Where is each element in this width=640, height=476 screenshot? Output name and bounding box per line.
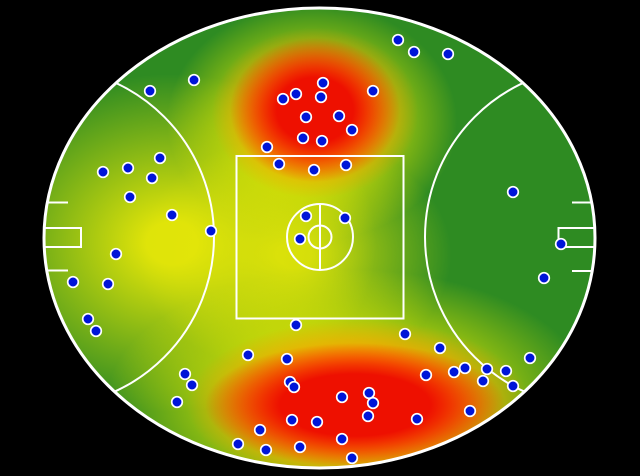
data-point <box>447 365 461 379</box>
data-point <box>187 73 201 87</box>
data-point <box>165 208 179 222</box>
data-point <box>314 90 328 104</box>
data-point <box>506 185 520 199</box>
data-point <box>293 232 307 246</box>
data-point <box>458 361 472 375</box>
boundary-line <box>42 6 597 470</box>
data-point <box>361 409 375 423</box>
data-point <box>335 432 349 446</box>
data-point <box>332 109 346 123</box>
data-point <box>366 396 380 410</box>
data-point <box>315 134 329 148</box>
data-point <box>143 84 157 98</box>
data-point <box>89 324 103 338</box>
data-point <box>476 374 490 388</box>
data-point <box>335 390 349 404</box>
data-point <box>253 423 267 437</box>
data-point <box>123 190 137 204</box>
data-point <box>276 92 290 106</box>
data-point <box>499 364 513 378</box>
data-point <box>537 271 551 285</box>
data-point <box>296 131 310 145</box>
data-point <box>523 351 537 365</box>
data-point <box>316 76 330 90</box>
right-fifty-metre-arc <box>424 66 595 408</box>
data-point <box>345 123 359 137</box>
data-point <box>259 443 273 457</box>
data-point <box>145 171 159 185</box>
data-point <box>260 140 274 154</box>
data-point <box>345 451 359 465</box>
data-point <box>391 33 405 47</box>
data-point <box>109 247 123 261</box>
data-point <box>441 47 455 61</box>
data-point <box>272 157 286 171</box>
data-point <box>366 84 380 98</box>
data-point <box>241 348 255 362</box>
data-point <box>178 367 192 381</box>
data-point <box>287 380 301 394</box>
data-point <box>289 318 303 332</box>
data-point <box>96 165 110 179</box>
data-point <box>121 161 135 175</box>
data-point <box>310 415 324 429</box>
data-point <box>480 362 494 376</box>
data-point <box>81 312 95 326</box>
center-square <box>235 155 405 320</box>
data-point <box>170 395 184 409</box>
data-point <box>153 151 167 165</box>
data-point <box>362 386 376 400</box>
data-point <box>231 437 245 451</box>
data-point <box>398 327 412 341</box>
data-point <box>307 163 321 177</box>
data-point <box>299 110 313 124</box>
data-point <box>407 45 421 59</box>
right-goal-square <box>557 227 595 248</box>
data-point <box>463 404 477 418</box>
data-point <box>101 277 115 291</box>
data-point <box>204 224 218 238</box>
data-point <box>285 413 299 427</box>
data-point <box>289 87 303 101</box>
left-fifty-metre-arc <box>44 66 215 408</box>
data-point <box>185 378 199 392</box>
left-goal-square <box>44 227 82 248</box>
data-point <box>410 412 424 426</box>
data-point <box>433 341 447 355</box>
data-point <box>339 158 353 172</box>
data-point <box>554 237 568 251</box>
data-point <box>280 352 294 366</box>
data-point <box>419 368 433 382</box>
data-point <box>293 440 307 454</box>
data-point <box>338 211 352 225</box>
data-point <box>506 379 520 393</box>
data-point <box>66 275 80 289</box>
data-point <box>299 209 313 223</box>
